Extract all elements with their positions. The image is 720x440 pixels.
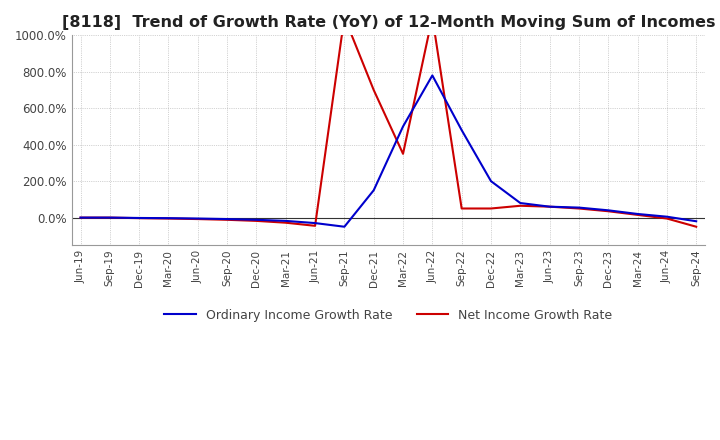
Net Income Growth Rate (516, 203, 525, 209)
Net Income Growth Rate (634, 212, 642, 217)
Ordinary Income Growth Rate (311, 220, 320, 226)
Net Income Growth Rate (369, 88, 378, 93)
Net Income Growth Rate (252, 218, 261, 224)
Ordinary Income Growth Rate (164, 216, 173, 221)
Ordinary Income Growth Rate (135, 215, 143, 220)
Net Income Growth Rate (487, 206, 495, 211)
Net Income Growth Rate (575, 206, 583, 211)
Ordinary Income Growth Rate (282, 218, 290, 224)
Ordinary Income Growth Rate (369, 187, 378, 193)
Ordinary Income Growth Rate (516, 200, 525, 205)
Ordinary Income Growth Rate (662, 214, 671, 220)
Ordinary Income Growth Rate (575, 205, 583, 210)
Net Income Growth Rate (399, 151, 408, 157)
Ordinary Income Growth Rate (604, 208, 613, 213)
Ordinary Income Growth Rate (340, 224, 348, 229)
Line: Ordinary Income Growth Rate: Ordinary Income Growth Rate (81, 75, 696, 227)
Ordinary Income Growth Rate (76, 215, 85, 220)
Ordinary Income Growth Rate (252, 217, 261, 223)
Net Income Growth Rate (428, 15, 436, 20)
Line: Net Income Growth Rate: Net Income Growth Rate (81, 17, 696, 227)
Ordinary Income Growth Rate (399, 124, 408, 129)
Ordinary Income Growth Rate (222, 216, 231, 222)
Ordinary Income Growth Rate (634, 211, 642, 216)
Net Income Growth Rate (604, 209, 613, 214)
Net Income Growth Rate (662, 216, 671, 221)
Net Income Growth Rate (135, 216, 143, 221)
Net Income Growth Rate (282, 220, 290, 225)
Ordinary Income Growth Rate (194, 216, 202, 221)
Net Income Growth Rate (340, 15, 348, 20)
Ordinary Income Growth Rate (106, 215, 114, 220)
Ordinary Income Growth Rate (428, 73, 436, 78)
Net Income Growth Rate (194, 216, 202, 222)
Net Income Growth Rate (222, 217, 231, 223)
Net Income Growth Rate (457, 206, 466, 211)
Net Income Growth Rate (311, 223, 320, 228)
Legend: Ordinary Income Growth Rate, Net Income Growth Rate: Ordinary Income Growth Rate, Net Income … (159, 304, 618, 327)
Ordinary Income Growth Rate (487, 179, 495, 184)
Net Income Growth Rate (106, 215, 114, 220)
Net Income Growth Rate (76, 215, 85, 220)
Ordinary Income Growth Rate (457, 128, 466, 133)
Net Income Growth Rate (692, 224, 701, 229)
Net Income Growth Rate (545, 204, 554, 209)
Ordinary Income Growth Rate (545, 204, 554, 209)
Ordinary Income Growth Rate (692, 219, 701, 224)
Net Income Growth Rate (164, 216, 173, 221)
Title: [8118]  Trend of Growth Rate (YoY) of 12-Month Moving Sum of Incomes: [8118] Trend of Growth Rate (YoY) of 12-… (62, 15, 715, 30)
